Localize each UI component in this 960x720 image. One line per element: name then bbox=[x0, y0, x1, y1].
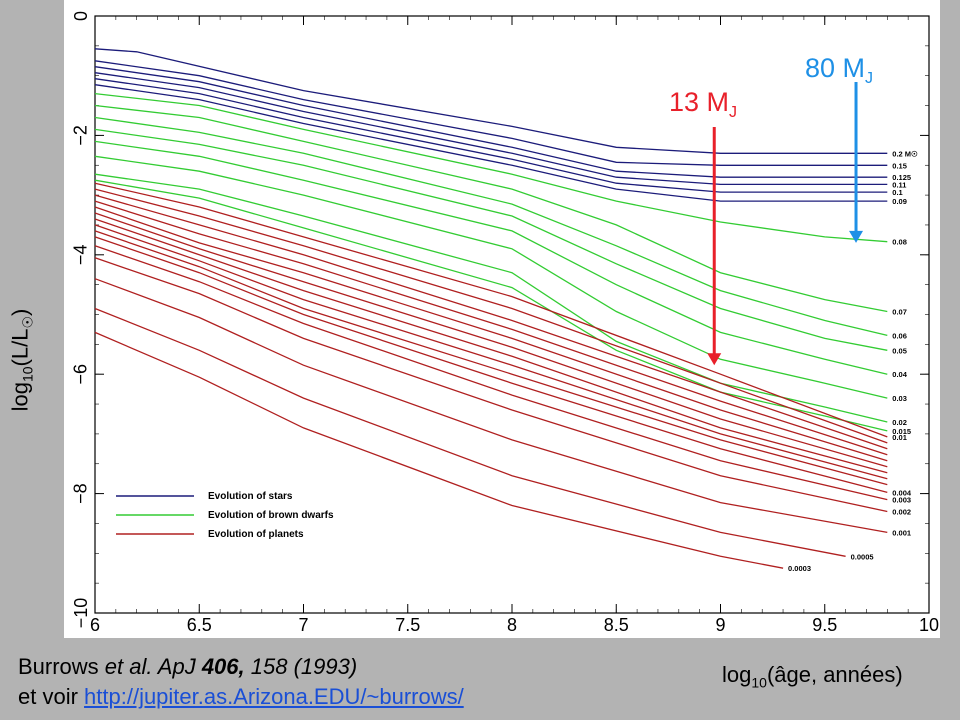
ylabel-end: ) bbox=[7, 308, 33, 316]
planet-track bbox=[94, 200, 888, 456]
planet-track bbox=[94, 230, 888, 486]
planet-track bbox=[94, 278, 888, 534]
star-track bbox=[94, 66, 888, 178]
mass-label: 0.003 bbox=[892, 496, 911, 505]
x-tick-label: 6 bbox=[90, 615, 100, 635]
mass-label: 0.125 bbox=[892, 173, 911, 182]
callout-arrowhead bbox=[707, 353, 722, 366]
x-tick-label: 9 bbox=[715, 615, 725, 635]
planet-track bbox=[94, 307, 846, 557]
legend-entry: Evolution of brown dwarfs bbox=[208, 510, 334, 521]
citation-link[interactable]: http://jupiter.as.Arizona.EDU/~burrows/ bbox=[84, 684, 464, 709]
planet-track bbox=[94, 212, 888, 468]
mass-label: 0.07 bbox=[892, 308, 907, 317]
mass-label: 0.015 bbox=[892, 427, 911, 436]
brown-dwarf-track bbox=[94, 92, 888, 243]
brown-dwarf-track bbox=[94, 173, 888, 423]
star-track bbox=[94, 48, 888, 154]
mass-label: 0.05 bbox=[892, 346, 907, 355]
mass-label: 0.06 bbox=[892, 331, 907, 340]
citation-line-2: et voir http://jupiter.as.Arizona.EDU/~b… bbox=[18, 682, 464, 712]
brown-dwarf-track bbox=[94, 104, 888, 313]
mass-label: 0.03 bbox=[892, 394, 907, 403]
x-tick-label: 8.5 bbox=[604, 615, 629, 635]
citation: Burrows et al. ApJ 406, 158 (1993) et vo… bbox=[18, 652, 464, 712]
planet-track bbox=[94, 206, 888, 462]
mass-label: 0.0003 bbox=[788, 564, 811, 573]
planet-track bbox=[94, 331, 784, 569]
mass-label: 0.08 bbox=[892, 238, 907, 247]
mass-label: 0.04 bbox=[892, 370, 907, 379]
mass-callout-label: 13 MJ bbox=[669, 87, 737, 121]
brown-dwarf-track bbox=[94, 179, 888, 432]
star-track bbox=[94, 60, 888, 166]
mass-label: 0.001 bbox=[892, 528, 911, 537]
y-tick-label: −8 bbox=[71, 483, 91, 504]
planet-track bbox=[94, 224, 888, 480]
citation-etal: et al. ApJ bbox=[104, 654, 202, 679]
x-tick-label: 8 bbox=[507, 615, 517, 635]
mass-callout-label: 80 MJ bbox=[805, 53, 873, 87]
y-tick-label: −6 bbox=[71, 364, 91, 385]
mass-label: 0.09 bbox=[892, 197, 907, 206]
mass-label: 0.2 M☉ bbox=[892, 149, 918, 158]
legend-entry: Evolution of stars bbox=[208, 491, 293, 502]
citation-line-1: Burrows et al. ApJ 406, 158 (1993) bbox=[18, 652, 464, 682]
brown-dwarf-track bbox=[94, 155, 888, 399]
brown-dwarf-track bbox=[94, 116, 888, 337]
mass-label: 0.002 bbox=[892, 508, 911, 517]
citation-authors: Burrows bbox=[18, 654, 105, 679]
mass-label: 0.01 bbox=[892, 433, 907, 442]
ylabel-sun-symbol: ☉ bbox=[19, 315, 36, 329]
citation-prefix: et voir bbox=[18, 684, 85, 709]
xlabel-rest: (âge, années) bbox=[766, 662, 903, 687]
y-tick-label: 0 bbox=[71, 11, 91, 21]
x-tick-label: 9.5 bbox=[812, 615, 837, 635]
callout-arrowhead bbox=[849, 230, 864, 243]
ylabel-log: log bbox=[7, 382, 33, 412]
legend-entry: Evolution of planets bbox=[208, 529, 304, 540]
planet-track bbox=[94, 218, 888, 474]
star-track bbox=[94, 84, 888, 202]
plot-panel: 6 6.5 7 7.5 8 8.5 9 9.5 10 0 −2 −4 −6 −8 −10 0.2 M☉ 0.15… bbox=[64, 0, 940, 638]
xlabel-log: log bbox=[722, 662, 752, 687]
x-axis-label: log10(âge, années) bbox=[722, 662, 903, 690]
brown-dwarf-track bbox=[94, 140, 888, 375]
ylabel-sub: 10 bbox=[19, 366, 36, 383]
evolution-chart: 6 6.5 7 7.5 8 8.5 9 9.5 10 0 −2 −4 −6 −8 −10 0.2 M☉ 0.15… bbox=[71, 11, 939, 635]
planet-track bbox=[94, 188, 888, 444]
mass-label: 0.1 bbox=[892, 188, 902, 197]
y-tick-label: −2 bbox=[71, 125, 91, 146]
y-tick-label: −4 bbox=[71, 245, 91, 266]
star-track bbox=[94, 78, 888, 193]
planet-track bbox=[94, 236, 888, 494]
mass-label: 0.11 bbox=[892, 180, 906, 189]
x-tick-label: 7.5 bbox=[395, 615, 420, 635]
citation-rest: 158 (1993) bbox=[244, 654, 358, 679]
x-tick-label: 7 bbox=[298, 615, 308, 635]
ylabel-rest: (L/L bbox=[7, 328, 33, 367]
mass-label: 0.0005 bbox=[851, 552, 874, 561]
brown-dwarf-track bbox=[94, 128, 888, 351]
citation-volume: 406, bbox=[201, 654, 245, 679]
xlabel-sub: 10 bbox=[751, 674, 767, 691]
planet-track bbox=[94, 245, 888, 501]
x-tick-label: 10 bbox=[919, 615, 939, 635]
y-tick-label: −10 bbox=[71, 598, 91, 629]
star-track bbox=[94, 72, 888, 186]
x-tick-label: 6.5 bbox=[187, 615, 212, 635]
mass-label: 0.02 bbox=[892, 418, 907, 427]
mass-callout-subscript: J bbox=[729, 104, 737, 121]
planet-track bbox=[94, 257, 888, 513]
mass-label: 0.15 bbox=[892, 161, 907, 170]
mass-label: 0.004 bbox=[892, 488, 912, 497]
planet-track bbox=[94, 194, 888, 450]
planet-track bbox=[94, 182, 888, 438]
mass-callout-subscript: J bbox=[865, 70, 873, 87]
